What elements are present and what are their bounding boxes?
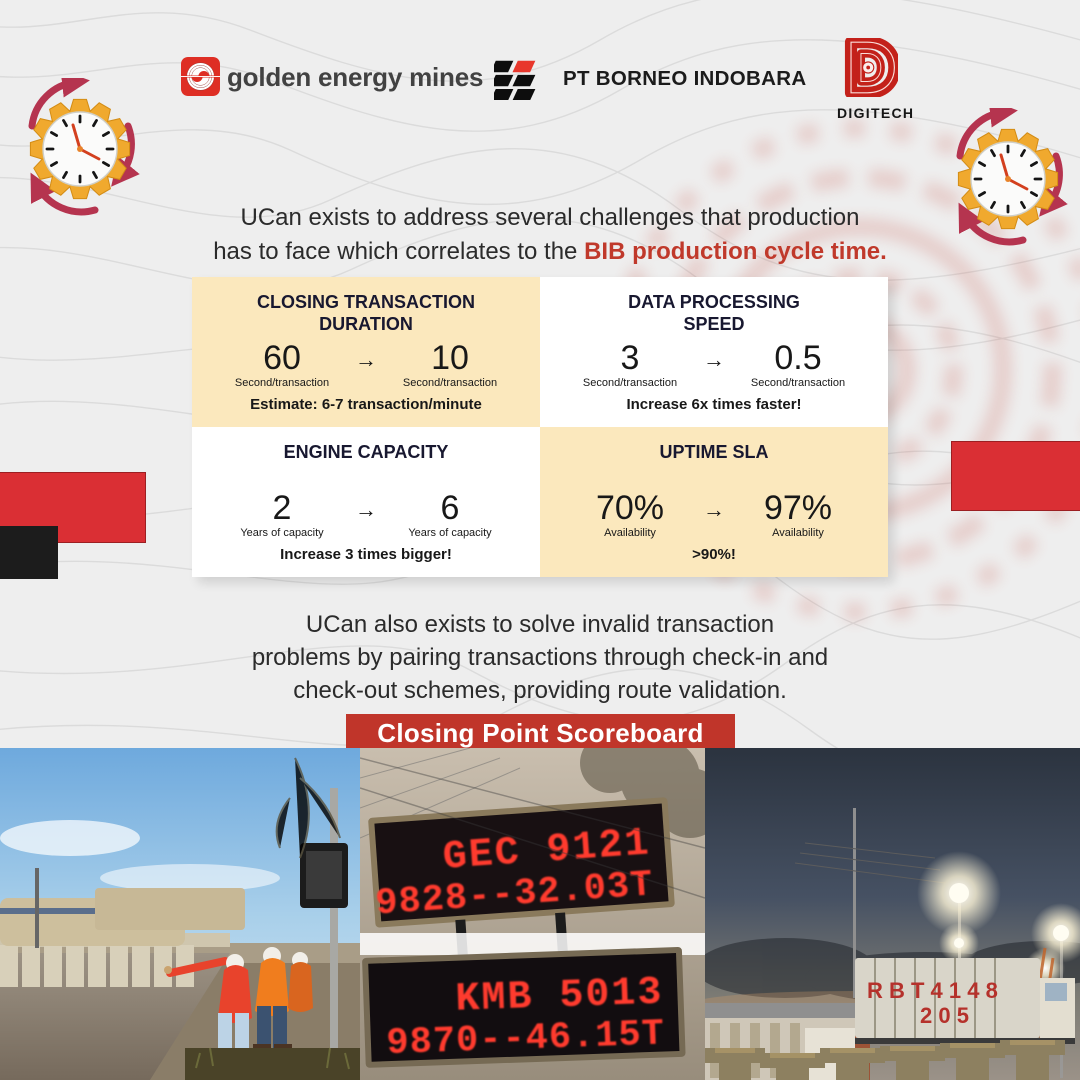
svg-text:R B T 4 1 4 8: R B T 4 1 4 8 (867, 978, 998, 1003)
svg-text:2 0 5: 2 0 5 (920, 1003, 969, 1028)
